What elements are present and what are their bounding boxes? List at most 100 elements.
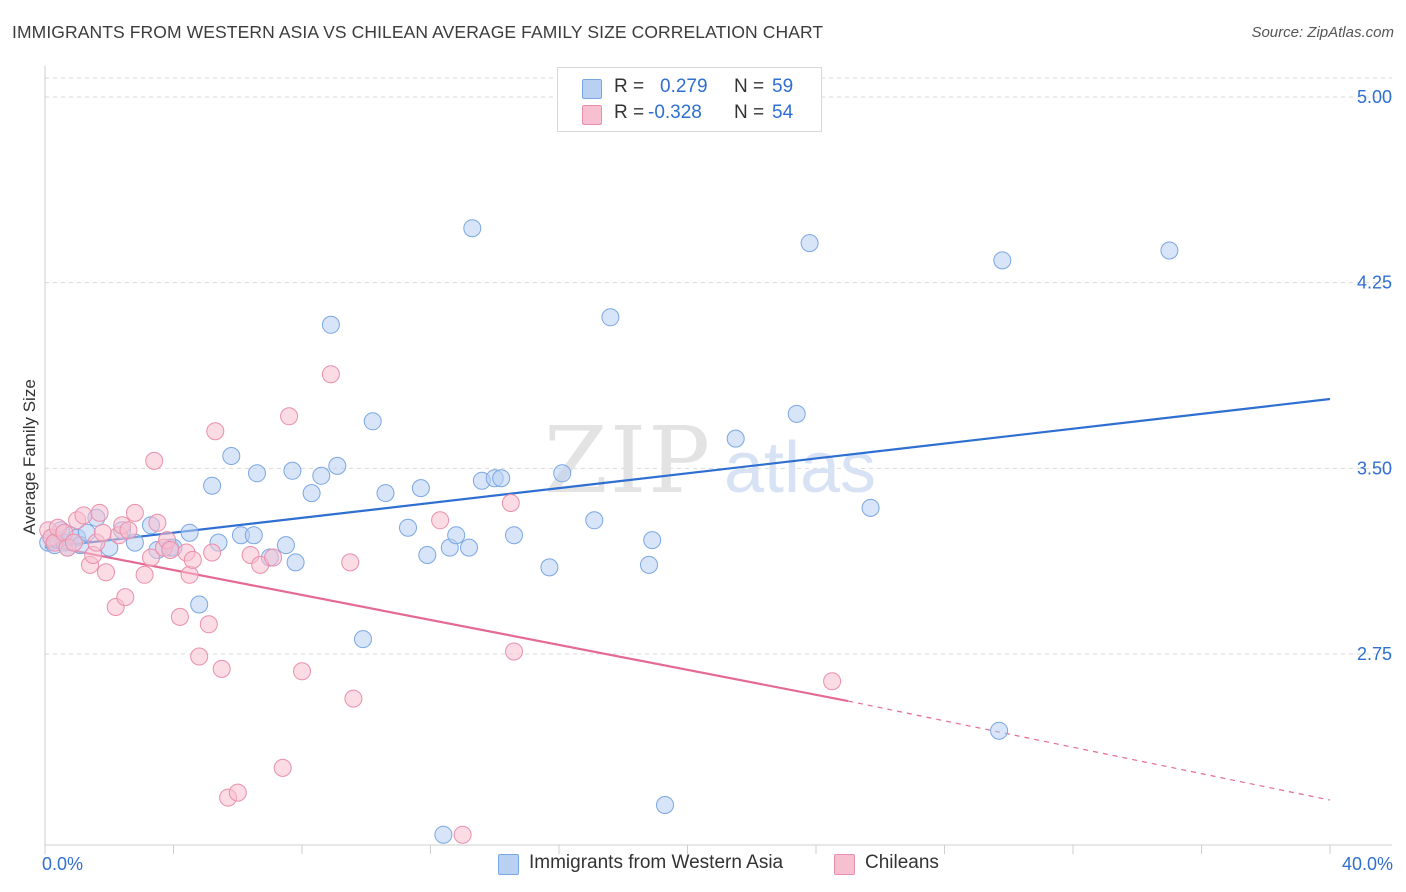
y-tick-label: 2.75	[1357, 644, 1392, 664]
y-tick-label: 4.25	[1357, 273, 1392, 293]
chilean-point	[293, 662, 311, 681]
western-asia-point	[248, 464, 266, 483]
chilean-point	[119, 521, 138, 540]
chilean-point	[161, 541, 180, 559]
western-asia-point	[861, 498, 880, 517]
x-tick-label: 0.0%	[42, 854, 83, 874]
western-asia-point	[656, 796, 674, 814]
chilean-point	[341, 553, 360, 572]
chart-title: IMMIGRANTS FROM WESTERN ASIA VS CHILEAN …	[12, 22, 824, 42]
western-asia-point	[726, 429, 745, 448]
chilean-point	[203, 543, 222, 562]
chilean-point	[501, 494, 520, 512]
chilean-point	[74, 506, 93, 525]
western-asia-point	[460, 538, 478, 557]
western-asia-point	[585, 511, 604, 530]
chilean-point	[125, 503, 144, 522]
data-points	[39, 219, 1179, 844]
trend-lines	[44, 397, 1331, 801]
chilean-point	[180, 565, 199, 584]
chilean-point	[505, 642, 523, 661]
western-asia-point	[601, 308, 620, 327]
chilean-point	[264, 548, 283, 567]
chilean-point	[453, 825, 472, 844]
western-asia-point	[328, 456, 347, 475]
r-value: -0.328	[648, 102, 702, 123]
blue-swatch-icon	[582, 79, 602, 99]
western-asia-point	[399, 518, 417, 537]
pink-swatch-icon	[834, 854, 855, 875]
watermark-zip: ZIP	[544, 407, 712, 514]
chilean-point	[183, 550, 202, 569]
chilean-trend-line	[44, 543, 849, 703]
chilean-point	[148, 513, 167, 532]
chilean-point	[135, 565, 154, 584]
western-asia-point	[643, 531, 662, 550]
western-asia-point	[434, 825, 453, 844]
western-asia-point	[993, 251, 1012, 270]
chilean-point	[145, 451, 164, 470]
grid-lines	[45, 77, 1392, 655]
watermark: ZIP atlas	[544, 407, 876, 514]
western-asia-point	[286, 553, 305, 572]
tick-labels: 2.75 3.50 4.25 5.00 0.0% 40.0%	[42, 87, 1393, 874]
chilean-point	[90, 503, 109, 522]
chilean-point	[190, 647, 209, 666]
x-tick-label: 40.0%	[1342, 854, 1393, 874]
western-asia-point	[1160, 241, 1179, 260]
western-asia-point	[411, 479, 430, 498]
y-tick-label: 5.00	[1357, 87, 1392, 107]
western-asia-point	[505, 526, 523, 545]
western-asia-point	[190, 595, 209, 614]
chilean-trend-extension	[848, 700, 1331, 801]
chilean-point	[142, 548, 160, 567]
blue-swatch-icon	[498, 854, 519, 875]
legend-label: Immigrants from Western Asia	[529, 852, 784, 873]
r-value: 0.279	[660, 76, 708, 97]
western-asia-trend-line	[44, 397, 1331, 549]
source-credit: Source: ZipAtlas.com	[1251, 24, 1394, 41]
western-asia-point	[222, 447, 241, 465]
western-asia-point	[276, 536, 295, 555]
chilean-point	[206, 422, 225, 441]
chilean-point	[199, 615, 218, 634]
western-asia-point	[203, 476, 222, 495]
western-asia-point	[640, 555, 658, 574]
chilean-point	[116, 588, 135, 607]
western-asia-point	[283, 461, 302, 480]
chilean-point	[273, 758, 292, 777]
western-asia-point	[553, 464, 572, 483]
chilean-point	[823, 672, 842, 691]
western-asia-point	[363, 412, 382, 431]
chilean-point	[321, 365, 340, 384]
western-asia-point	[376, 484, 395, 503]
chilean-point	[97, 563, 115, 582]
western-asia-point	[447, 526, 466, 545]
western-asia-point	[990, 721, 1009, 740]
chilean-point	[170, 607, 189, 626]
y-axis-label: Average Family Size	[20, 379, 39, 535]
y-tick-label: 3.50	[1357, 458, 1392, 478]
western-asia-point	[463, 219, 482, 238]
western-asia-point	[418, 546, 437, 564]
chilean-point	[344, 689, 363, 708]
pink-swatch-icon	[582, 105, 602, 125]
axes	[44, 66, 1392, 854]
chilean-point	[64, 533, 83, 552]
n-value: 54	[772, 102, 794, 123]
chilean-point	[280, 407, 299, 426]
r-label: R =	[614, 102, 645, 123]
watermark-atlas: atlas	[724, 428, 876, 508]
chilean-point	[431, 511, 450, 530]
western-asia-point	[540, 558, 559, 577]
n-value: 59	[772, 76, 794, 97]
western-asia-point	[180, 523, 199, 542]
r-label: R =	[614, 76, 645, 97]
western-asia-point	[354, 630, 372, 649]
western-asia-point	[312, 466, 331, 485]
western-asia-point	[302, 484, 321, 503]
western-asia-point	[492, 469, 511, 488]
western-asia-point	[244, 526, 263, 545]
chilean-point	[212, 659, 231, 678]
